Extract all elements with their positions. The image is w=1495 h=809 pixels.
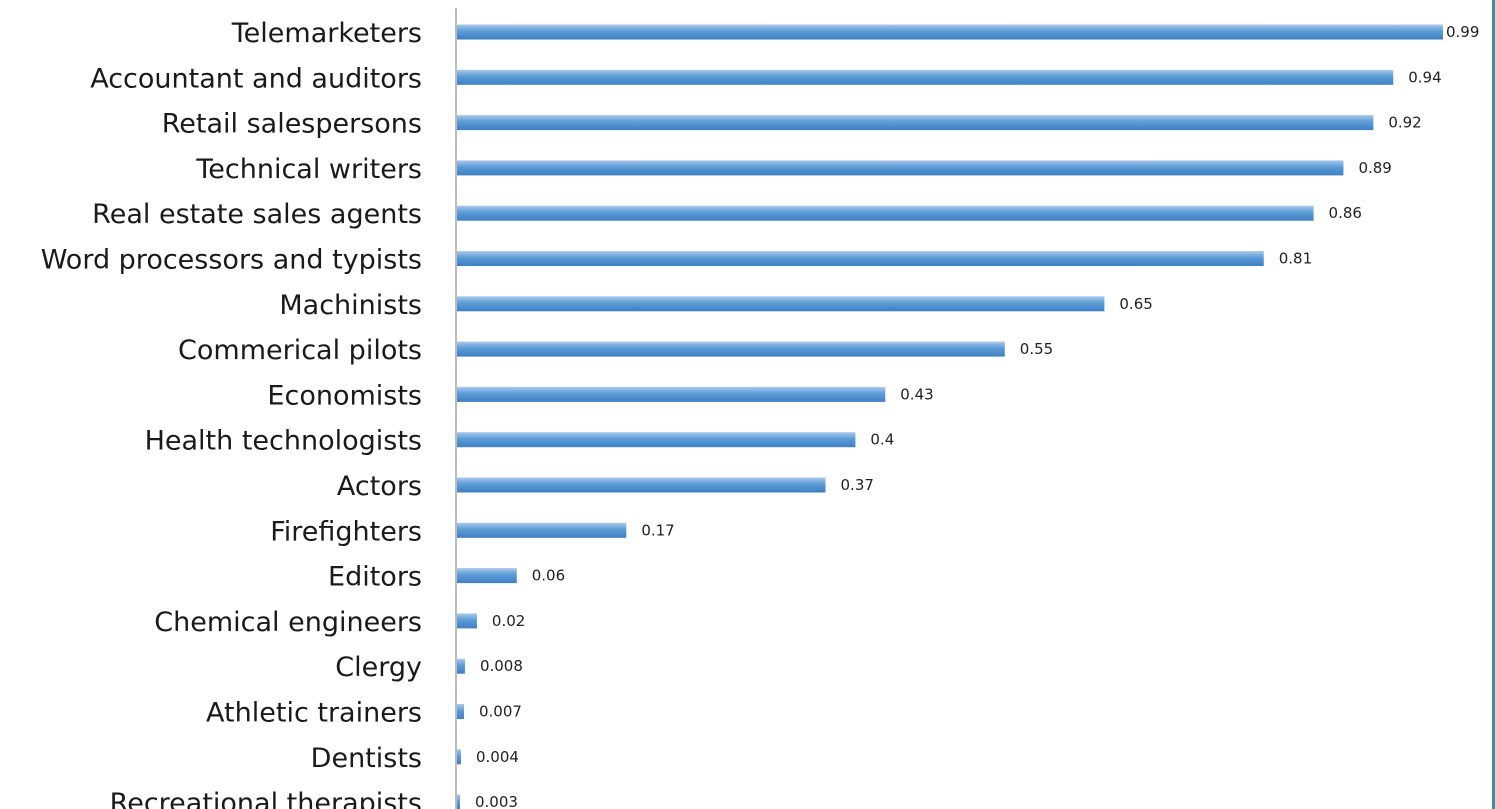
bar	[457, 24, 1444, 40]
category-label: Recreational therapists	[110, 788, 422, 809]
category-label: Telemarketers	[231, 18, 422, 49]
value-label: 0.43	[900, 385, 933, 403]
bar	[457, 658, 465, 674]
category-label: Chemical engineers	[154, 607, 422, 638]
value-label: 0.17	[641, 521, 674, 539]
value-label: 0.02	[492, 612, 525, 630]
bar	[457, 522, 627, 538]
value-label: 0.65	[1119, 295, 1152, 313]
category-label: Actors	[337, 471, 422, 502]
value-label: 0.89	[1358, 159, 1391, 177]
value-label: 0.003	[475, 793, 518, 809]
bar	[457, 205, 1314, 221]
bar	[457, 160, 1344, 176]
bar	[457, 794, 460, 809]
category-label: Accountant and auditors	[90, 63, 422, 94]
value-label: 0.86	[1329, 204, 1362, 222]
category-label: Retail salespersons	[162, 109, 422, 140]
bar	[457, 613, 477, 629]
category-label: Clergy	[335, 652, 422, 683]
category-label: Firefighters	[270, 516, 422, 547]
value-label: 0.4	[870, 431, 894, 449]
value-label: 0.06	[532, 567, 565, 585]
bar	[457, 704, 464, 719]
category-label: Athletic trainers	[206, 698, 422, 729]
value-label: 0.37	[841, 476, 874, 494]
bars-layer	[457, 24, 1444, 809]
category-label: Commerical pilots	[178, 335, 422, 366]
value-label: 0.99	[1446, 23, 1479, 41]
value-label: 0.008	[480, 657, 523, 675]
bar	[457, 568, 517, 584]
value-label: 0.004	[476, 748, 519, 766]
value-label: 0.92	[1388, 114, 1421, 132]
bar	[457, 749, 461, 765]
bar	[457, 251, 1264, 266]
bar	[457, 341, 1005, 357]
value-label: 0.007	[479, 703, 522, 721]
labels-layer: Telemarketers 0.99 Accountant and auditors…	[41, 18, 1480, 809]
bar	[457, 115, 1374, 131]
value-label: 0.55	[1020, 340, 1053, 358]
bar	[457, 69, 1394, 85]
category-label: Dentists	[311, 743, 422, 774]
category-label: Economists	[267, 380, 422, 411]
category-label: Editors	[328, 562, 422, 593]
category-label: Word processors and typists	[41, 245, 422, 276]
category-label: Health technologists	[145, 426, 422, 457]
bar	[457, 477, 826, 493]
category-label: Real estate sales agents	[92, 199, 422, 230]
category-label: Technical writers	[195, 154, 422, 185]
value-label: 0.81	[1279, 250, 1312, 268]
bar	[457, 296, 1105, 312]
bar	[457, 432, 856, 448]
bar	[457, 386, 886, 402]
value-label: 0.94	[1408, 68, 1441, 86]
category-label: Machinists	[279, 290, 422, 321]
